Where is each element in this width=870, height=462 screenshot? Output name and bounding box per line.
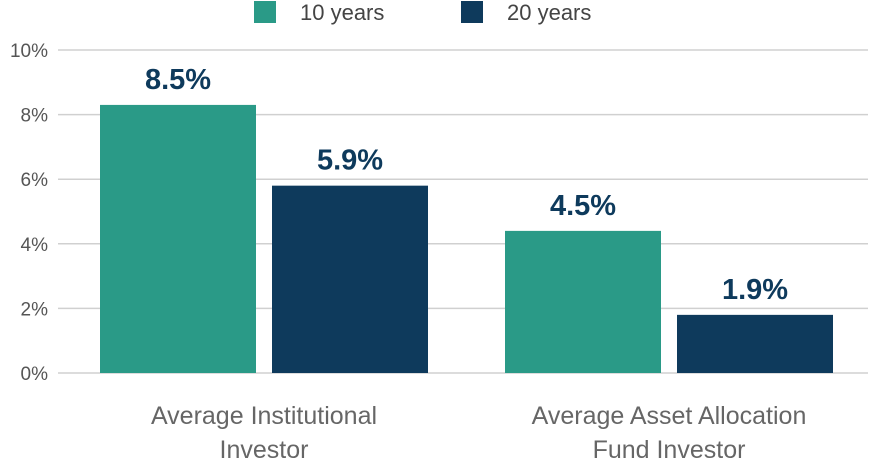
x-axis: Average Institutional Investor Average Ass… bbox=[151, 402, 806, 462]
category-label: Average Institutional bbox=[151, 402, 377, 430]
data-labels: 8.5% 4.5% 5.9% 1.9% bbox=[145, 64, 788, 306]
category-label: Fund Investor bbox=[593, 436, 746, 462]
category-label: Average Asset Allocation bbox=[532, 402, 807, 430]
bar bbox=[100, 104, 256, 373]
y-tick-label: 10% bbox=[10, 41, 48, 62]
bars bbox=[100, 104, 833, 373]
y-tick-label: 4% bbox=[21, 235, 49, 256]
y-tick-label: 0% bbox=[21, 364, 49, 385]
y-tick-label: 6% bbox=[21, 170, 49, 191]
category-label: Investor bbox=[220, 436, 309, 462]
legend: 10 years 20 years bbox=[254, 0, 591, 25]
y-tick-label: 2% bbox=[21, 299, 49, 320]
data-label: 8.5% bbox=[145, 64, 211, 96]
data-label: 1.9% bbox=[722, 274, 788, 306]
y-tick-label: 8% bbox=[21, 106, 49, 127]
bar bbox=[505, 230, 661, 373]
bar bbox=[272, 185, 428, 373]
data-label: 4.5% bbox=[550, 190, 616, 222]
legend-label-10-years: 10 years bbox=[300, 0, 384, 25]
legend-swatch-20-years bbox=[461, 1, 483, 23]
legend-label-20-years: 20 years bbox=[507, 0, 591, 25]
data-label: 5.9% bbox=[317, 145, 383, 177]
bar bbox=[677, 314, 833, 373]
y-axis: 0% 2% 4% 6% 8% 10% bbox=[10, 41, 48, 385]
legend-swatch-10-years bbox=[254, 1, 276, 23]
